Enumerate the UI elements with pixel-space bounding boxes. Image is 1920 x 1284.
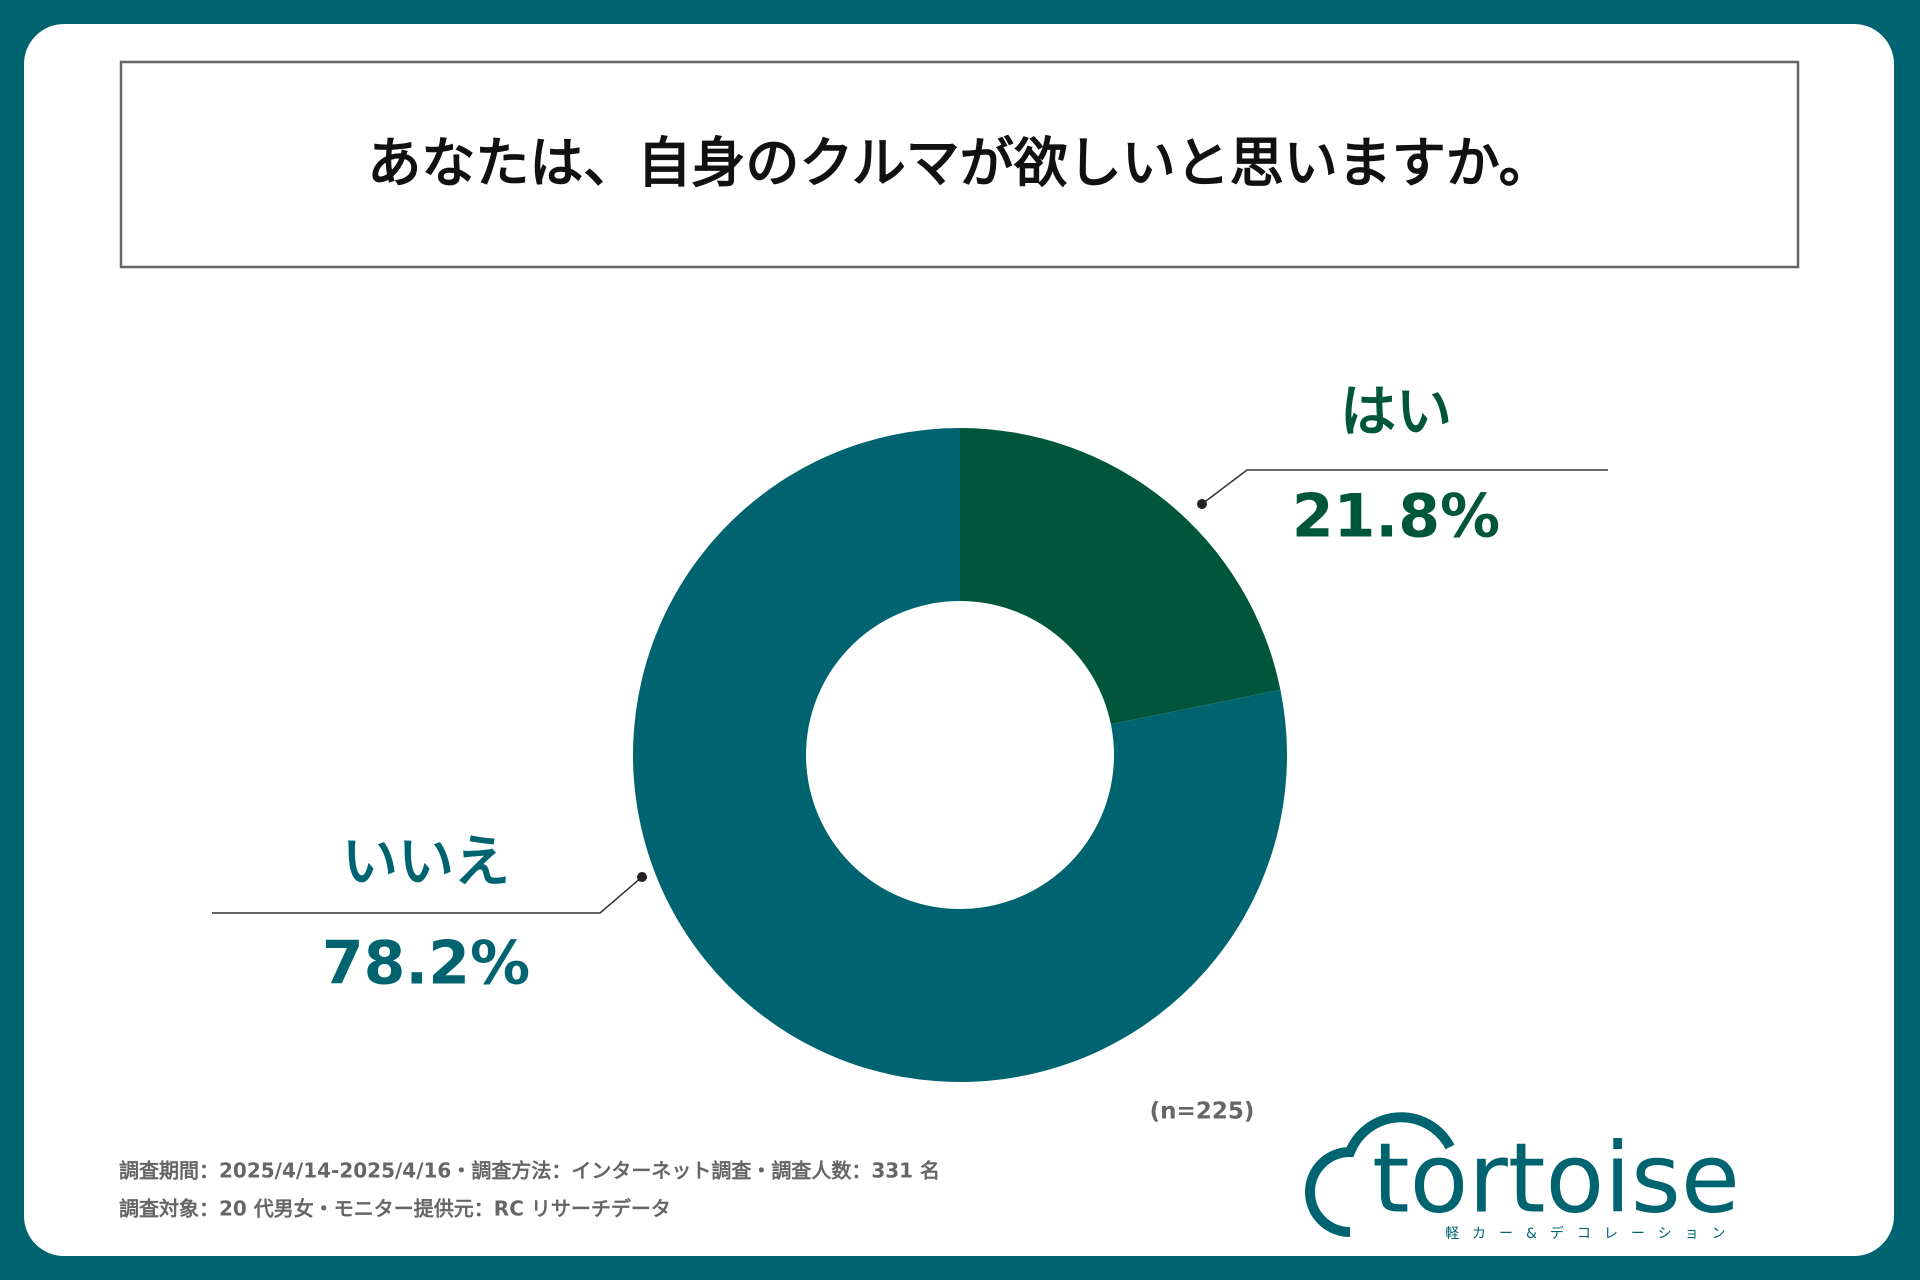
card bbox=[24, 24, 1894, 1256]
footnote: 調査対象：20 代男女・モニター提供元：RC リサーチデータ bbox=[119, 1197, 671, 1221]
leader-dot bbox=[637, 872, 647, 882]
leader-line bbox=[212, 876, 643, 914]
donut-segment bbox=[632, 428, 1287, 1082]
leader-dot bbox=[1197, 499, 1207, 509]
category-label: はい bbox=[1340, 380, 1452, 445]
chart-title: あなたは、自身のクルマが欲しいと思いますか。 bbox=[367, 132, 1552, 195]
category-label: いいえ bbox=[342, 830, 510, 895]
donut-segment bbox=[960, 428, 1281, 725]
leader-line bbox=[1201, 469, 1608, 505]
title-box bbox=[119, 60, 1800, 269]
logo-cloud bbox=[1305, 1112, 1455, 1237]
value-label: 21.8% bbox=[1292, 482, 1500, 552]
footnote: 調査期間：2025/4/14-2025/4/16・調査方法：インターネット調査・… bbox=[119, 1159, 940, 1183]
value-label: 78.2% bbox=[322, 929, 530, 999]
sample-note: (n=225) bbox=[1150, 1099, 1255, 1125]
logo: tortoise 軽カー&デコレーション bbox=[1305, 1112, 1740, 1242]
logo-name: tortoise bbox=[1372, 1122, 1740, 1234]
logo-tagline: 軽カー&デコレーション bbox=[1445, 1225, 1739, 1242]
